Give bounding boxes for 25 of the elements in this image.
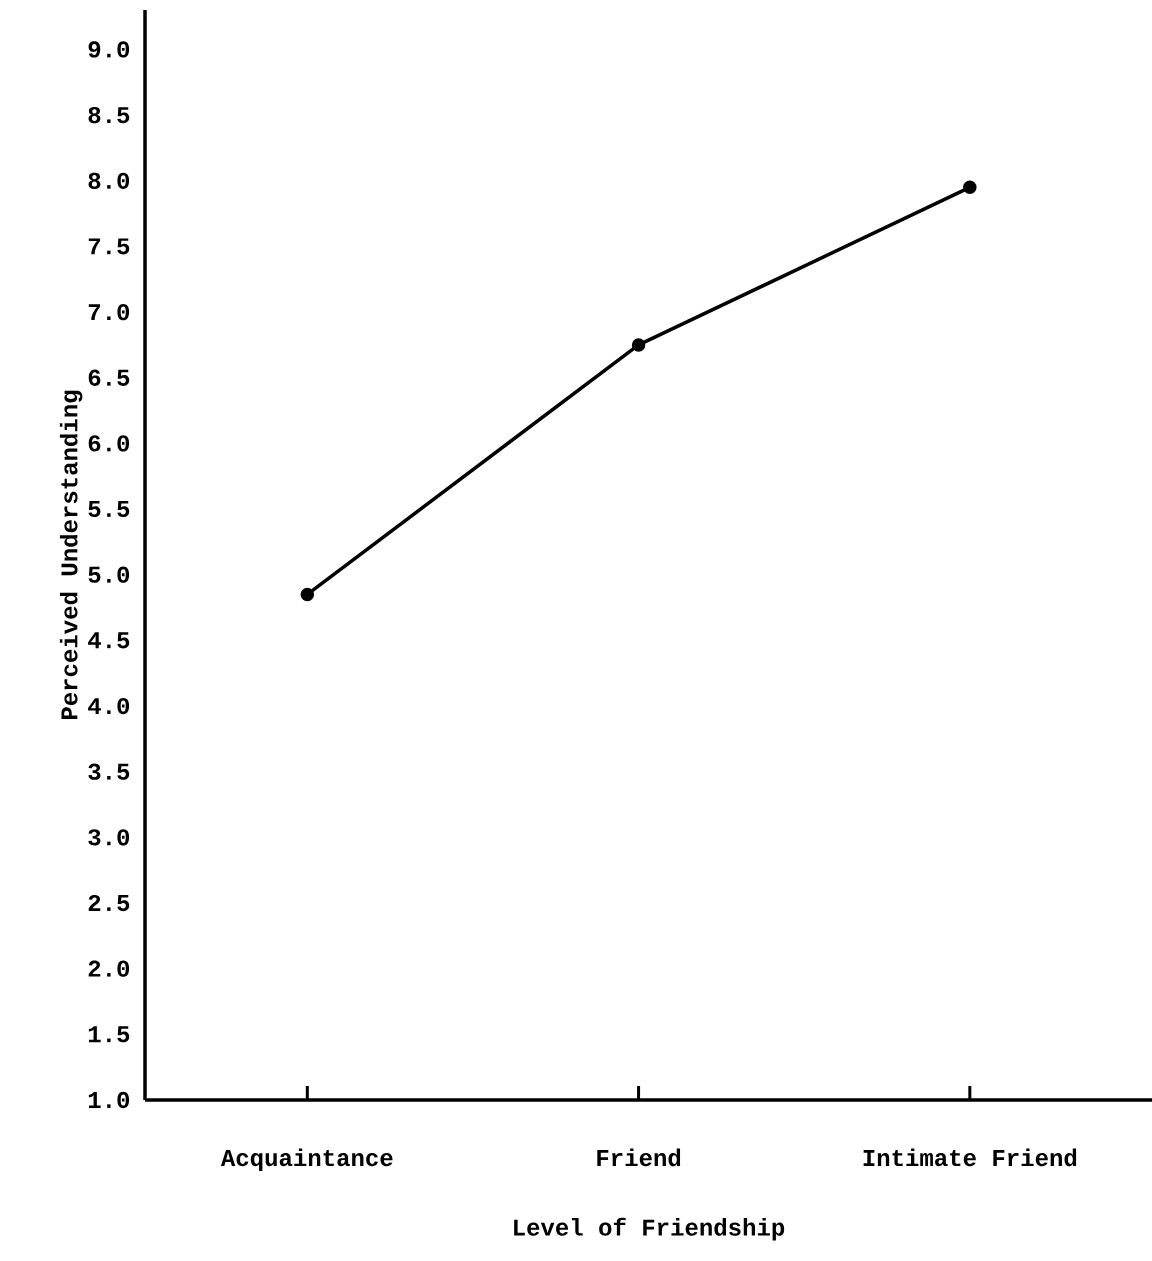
y-tick-label: 6.5 <box>88 369 130 386</box>
y-tick-label: 9.0 <box>88 41 130 58</box>
x-tick-label: Acquaintance <box>220 1148 393 1171</box>
y-tick-label: 5.5 <box>88 501 130 518</box>
y-tick-label: 7.0 <box>88 303 130 321</box>
point <box>300 587 315 602</box>
y-tick-label: 5.0 <box>88 566 130 583</box>
y-tick-label: 8.5 <box>88 106 130 124</box>
point <box>963 180 977 195</box>
x-axis-title: Level of Friendship <box>514 1217 785 1241</box>
y-tick-label: 8.0 <box>88 172 130 189</box>
y-tick-label: 4.5 <box>88 632 130 649</box>
x-tick-label: Intimate Friend <box>863 1148 1077 1167</box>
y-tick-label: 3.0 <box>88 829 130 846</box>
point <box>631 338 646 352</box>
y-tick-label: 6.0 <box>88 435 130 452</box>
y-tick-label: 2.5 <box>88 894 130 912</box>
x-tick-label: Friend <box>597 1148 681 1167</box>
y-tick-label: 1.0 <box>88 1091 130 1109</box>
y-tick-label: 3.5 <box>88 763 130 780</box>
y-axis-title: Perceived Understanding <box>59 390 83 720</box>
y-tick-label: 4.0 <box>88 697 130 715</box>
y-tick-label: 1.5 <box>88 1026 130 1043</box>
y-tick-label: 7.5 <box>88 238 130 255</box>
y-tick-label: 2.0 <box>88 960 130 977</box>
